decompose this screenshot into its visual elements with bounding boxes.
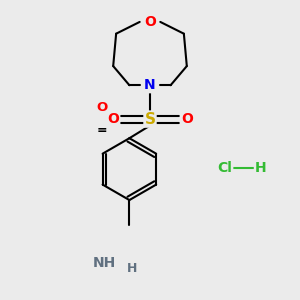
Text: H: H [127, 262, 137, 275]
Text: NH: NH [93, 256, 116, 270]
Text: O: O [181, 112, 193, 126]
Text: S: S [145, 112, 155, 127]
Text: Cl: Cl [218, 161, 232, 175]
Text: O: O [96, 101, 107, 114]
Text: O: O [107, 112, 119, 126]
Text: H: H [255, 161, 266, 175]
Text: N: N [144, 78, 156, 92]
Text: O: O [144, 15, 156, 29]
Text: =: = [97, 124, 107, 137]
